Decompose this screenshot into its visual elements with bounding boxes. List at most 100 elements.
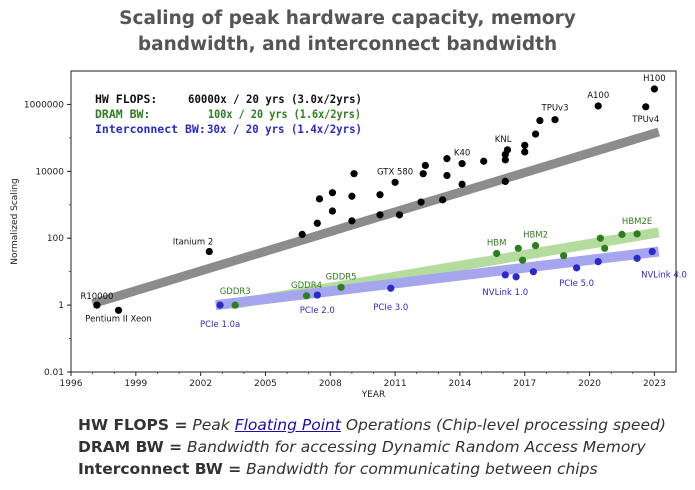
definition-text: Bandwidth for communicating between chip… xyxy=(246,460,598,478)
data-point-interconnect-bw xyxy=(648,247,656,256)
annotation-interconnect-bw: NVLink 4.0 xyxy=(641,270,687,280)
data-point-dram-bw xyxy=(596,234,604,242)
annotation-hw-flops: Pentium II Xeon xyxy=(85,314,151,324)
data-point-hw-flops xyxy=(205,247,213,256)
definition-term: Interconnect BW = xyxy=(78,460,242,478)
definition-dram-bw: DRAM BW = Bandwidth for accessing Dynami… xyxy=(78,436,666,458)
trend-band-interconnect-bw xyxy=(215,246,660,311)
data-point-hw-flops xyxy=(521,141,529,149)
x-tick-label: 2023 xyxy=(643,379,666,389)
annotation-dram-bw: GDDR5 xyxy=(326,272,357,282)
data-point-hw-flops xyxy=(376,191,384,199)
data-point-hw-flops xyxy=(313,219,321,227)
legend-entry-stat: 100x / 20 yrs (1.6x/2yrs) xyxy=(208,107,361,121)
data-point-dram-bw xyxy=(633,230,641,238)
data-point-interconnect-bw xyxy=(573,264,581,272)
annotation-hw-flops: Itanium 2 xyxy=(173,238,214,248)
data-point-dram-bw xyxy=(337,283,345,291)
data-point-dram-bw xyxy=(601,244,609,252)
data-point-dram-bw xyxy=(518,256,527,264)
annotation-dram-bw: HBM xyxy=(487,238,507,248)
x-tick-label: 2005 xyxy=(254,379,277,389)
y-tick-label: 1000000 xyxy=(24,100,64,110)
x-tick-label: 2011 xyxy=(384,379,407,389)
x-tick-label: 2020 xyxy=(578,379,601,389)
x-tick-label: 1999 xyxy=(124,379,147,389)
data-point-hw-flops xyxy=(521,148,529,156)
trend-band-hw-flops xyxy=(91,127,661,309)
annotation-dram-bw: HBM2E xyxy=(622,217,652,227)
annotation-interconnect-bw: PCIe 5.0 xyxy=(559,279,594,289)
annotation-hw-flops: GTX 580 xyxy=(377,167,413,177)
data-point-hw-flops xyxy=(391,178,399,186)
y-tick-label: 100 xyxy=(47,234,64,244)
data-point-hw-flops xyxy=(421,161,429,170)
data-point-hw-flops xyxy=(531,130,540,138)
data-point-hw-flops xyxy=(536,116,544,125)
definition-text: Peak xyxy=(192,416,230,434)
data-point-hw-flops xyxy=(480,157,488,165)
data-point-interconnect-bw xyxy=(594,257,602,266)
data-point-hw-flops xyxy=(501,156,509,164)
data-point-dram-bw xyxy=(618,230,626,239)
chart-title-line-1: Scaling of peak hardware capacity, memor… xyxy=(119,8,576,29)
annotation-dram-bw: HBM2 xyxy=(523,231,548,241)
data-point-hw-flops xyxy=(551,116,559,124)
annotation-hw-flops: A100 xyxy=(587,91,609,101)
scaling-chart: 1996 1999 2002 2005 2008 2011 2014 2017 2020 2023… xyxy=(10,70,687,400)
data-point-hw-flops xyxy=(443,171,451,180)
data-point-hw-flops xyxy=(458,160,466,168)
x-tick-label: 1996 xyxy=(60,379,83,389)
data-point-interconnect-bw xyxy=(529,268,537,276)
data-point-interconnect-bw xyxy=(313,291,321,299)
data-point-dram-bw xyxy=(560,252,568,260)
x-tick-label: 2014 xyxy=(448,379,471,389)
data-point-hw-flops xyxy=(417,198,425,206)
data-point-hw-flops xyxy=(298,230,306,239)
x-tick-label: 2002 xyxy=(189,379,212,389)
data-point-hw-flops xyxy=(315,195,324,203)
y-tick-label: 1 xyxy=(58,301,64,311)
data-point-hw-flops xyxy=(350,170,358,178)
annotation-dram-bw: GDDR4 xyxy=(291,281,322,291)
data-point-dram-bw xyxy=(514,244,522,252)
definition-term: DRAM BW = xyxy=(78,438,183,456)
data-point-hw-flops xyxy=(376,211,384,219)
annotation-hw-flops: KNL xyxy=(495,135,512,145)
data-point-hw-flops xyxy=(594,102,602,110)
data-point-hw-flops xyxy=(419,170,427,178)
x-tick-label: 2008 xyxy=(319,379,342,389)
chart-title-line-2: bandwidth, and interconnect bandwidth xyxy=(137,34,558,55)
data-point-dram-bw xyxy=(302,292,311,300)
definitions: HW FLOPS = Peak Floating Point Operation… xyxy=(78,414,666,480)
data-point-interconnect-bw xyxy=(512,273,520,281)
floating-point-link[interactable]: Floating Point xyxy=(234,416,341,434)
annotation-interconnect-bw: NVLink 1.0 xyxy=(482,288,528,298)
legend-entry-name: Interconnect BW: xyxy=(95,122,206,136)
x-tick-label: 2017 xyxy=(513,379,536,389)
data-point-hw-flops xyxy=(439,196,447,204)
data-point-hw-flops xyxy=(93,301,101,309)
data-point-hw-flops xyxy=(650,85,658,93)
data-point-interconnect-bw xyxy=(501,271,509,279)
legend-entry-name: HW FLOPS: xyxy=(95,92,157,106)
annotation-hw-flops: TPUv3 xyxy=(541,104,569,114)
x-axis-label: YEAR xyxy=(361,390,386,400)
legend-entry-name: DRAM BW: xyxy=(95,107,150,121)
y-tick-label: 0.01 xyxy=(44,368,64,378)
annotation-hw-flops: R10000 xyxy=(80,292,113,302)
data-point-hw-flops xyxy=(503,146,512,154)
data-point-hw-flops xyxy=(501,177,509,186)
data-point-hw-flops xyxy=(328,189,337,197)
data-point-hw-flops xyxy=(395,211,404,219)
legend-entry-stat: 60000x / 20 yrs (3.0x/2yrs) xyxy=(188,92,362,106)
definition-interconnect-bw: Interconnect BW = Bandwidth for communic… xyxy=(78,458,666,480)
y-axis-label: Normalized Scaling xyxy=(10,178,20,265)
data-point-dram-bw xyxy=(493,249,501,258)
chart-title: Scaling of peak hardware capacity, memor… xyxy=(0,6,695,58)
data-point-hw-flops xyxy=(348,192,356,200)
data-point-interconnect-bw xyxy=(216,301,224,309)
annotation-interconnect-bw: PCIe 3.0 xyxy=(373,303,408,313)
data-point-hw-flops xyxy=(642,103,650,111)
data-point-hw-flops xyxy=(328,207,337,215)
